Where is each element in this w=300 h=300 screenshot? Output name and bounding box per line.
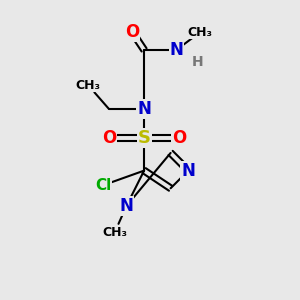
Text: O: O — [102, 129, 116, 147]
Text: N: N — [169, 41, 183, 59]
Text: N: N — [119, 197, 134, 215]
Text: S: S — [138, 129, 151, 147]
Text: N: N — [137, 100, 151, 118]
Text: CH₃: CH₃ — [188, 26, 213, 39]
Text: H: H — [191, 55, 203, 69]
Text: CH₃: CH₃ — [76, 79, 101, 92]
Text: Cl: Cl — [95, 178, 111, 193]
Text: O: O — [125, 23, 140, 41]
Text: O: O — [172, 129, 187, 147]
Text: CH₃: CH₃ — [102, 226, 127, 239]
Text: N: N — [181, 162, 195, 180]
